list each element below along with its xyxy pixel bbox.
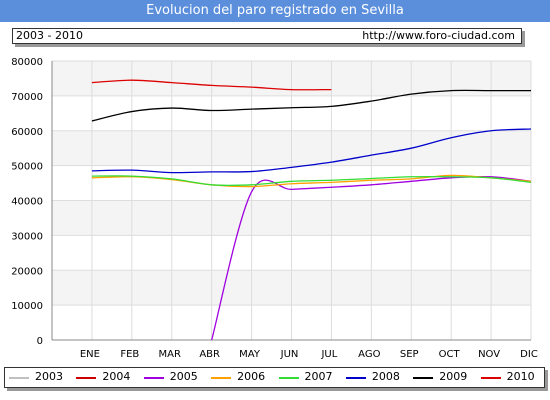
legend: 2003 2004 2005 2006 2007 2008 2009 2010 [4,367,545,388]
x-tick-label: ENE [80,349,100,360]
y-tick-label: 60000 [11,127,43,138]
legend-swatch [480,377,501,379]
legend-label: 2010 [506,370,535,383]
series-lines [91,79,532,341]
legend-item-2008: 2008 [342,368,409,387]
x-axis-ticks: ENE FEB MAR ABR MAY JUN JUL AGO SEP OCT NOV DIC [80,349,538,360]
x-tick-label: JUL [320,349,337,360]
x-tick-label: NOV [478,349,500,360]
series-line-2009 [91,89,531,122]
legend-item-2010: 2010 [477,368,544,387]
y-tick-label: 80000 [11,57,43,68]
legend-swatch [345,377,366,379]
series-line-2010 [91,79,332,91]
legend-swatch [9,377,29,379]
legend-swatch [143,377,164,379]
source-url: http://www.foro-ciudad.com [362,29,515,42]
x-tick-label: AGO [358,349,380,360]
legend-item-2009: 2009 [409,368,476,387]
x-tick-label: ABR [199,349,220,360]
x-tick-label: OCT [439,349,461,360]
y-tick-label: 30000 [11,231,43,242]
y-tick-label: 50000 [11,162,43,173]
legend-item-2004: 2004 [72,368,139,387]
legend-label: 2003 [35,370,63,383]
y-axis-ticks: 0 10000 20000 30000 40000 50000 60000 70000 8000… [11,57,43,347]
y-tick-label: 0 [37,336,43,347]
legend-label: 2006 [237,370,266,383]
series-line-2007 [91,175,532,187]
series-line-2006 [91,174,532,188]
x-tick-label: MAY [239,349,261,360]
period-label: 2003 - 2010 [16,29,83,42]
legend-label: 2007 [304,370,333,383]
x-tick-label: DIC [520,349,538,360]
y-tick-label: 10000 [11,301,43,312]
legend-label: 2005 [169,370,198,383]
x-tick-label: MAR [159,349,181,360]
legend-swatch [413,377,434,379]
legend-item-2003: 2003 [5,368,72,387]
chart-title: Evolucion del paro registrado en Sevilla [0,0,550,22]
y-tick-label: 40000 [11,197,43,208]
legend-swatch [211,377,232,379]
y-tick-label: 70000 [11,92,43,103]
legend-label: 2008 [371,370,400,383]
legend-item-2005: 2005 [140,368,207,387]
x-tick-label: FEB [120,349,139,360]
legend-item-2006: 2006 [207,368,274,387]
info-bar: 2003 - 2010 http://www.foro-ciudad.com [12,28,522,44]
legend-label: 2004 [102,370,131,383]
series-line-2008 [91,128,532,174]
axes [51,61,531,341]
y-tick-label: 20000 [11,266,43,277]
legend-swatch [76,377,97,379]
legend-label: 2009 [439,370,468,383]
legend-item-2007: 2007 [275,368,342,387]
x-tick-label: JUN [280,349,299,360]
x-tick-label: SEP [400,349,419,360]
legend-swatch [278,377,299,379]
